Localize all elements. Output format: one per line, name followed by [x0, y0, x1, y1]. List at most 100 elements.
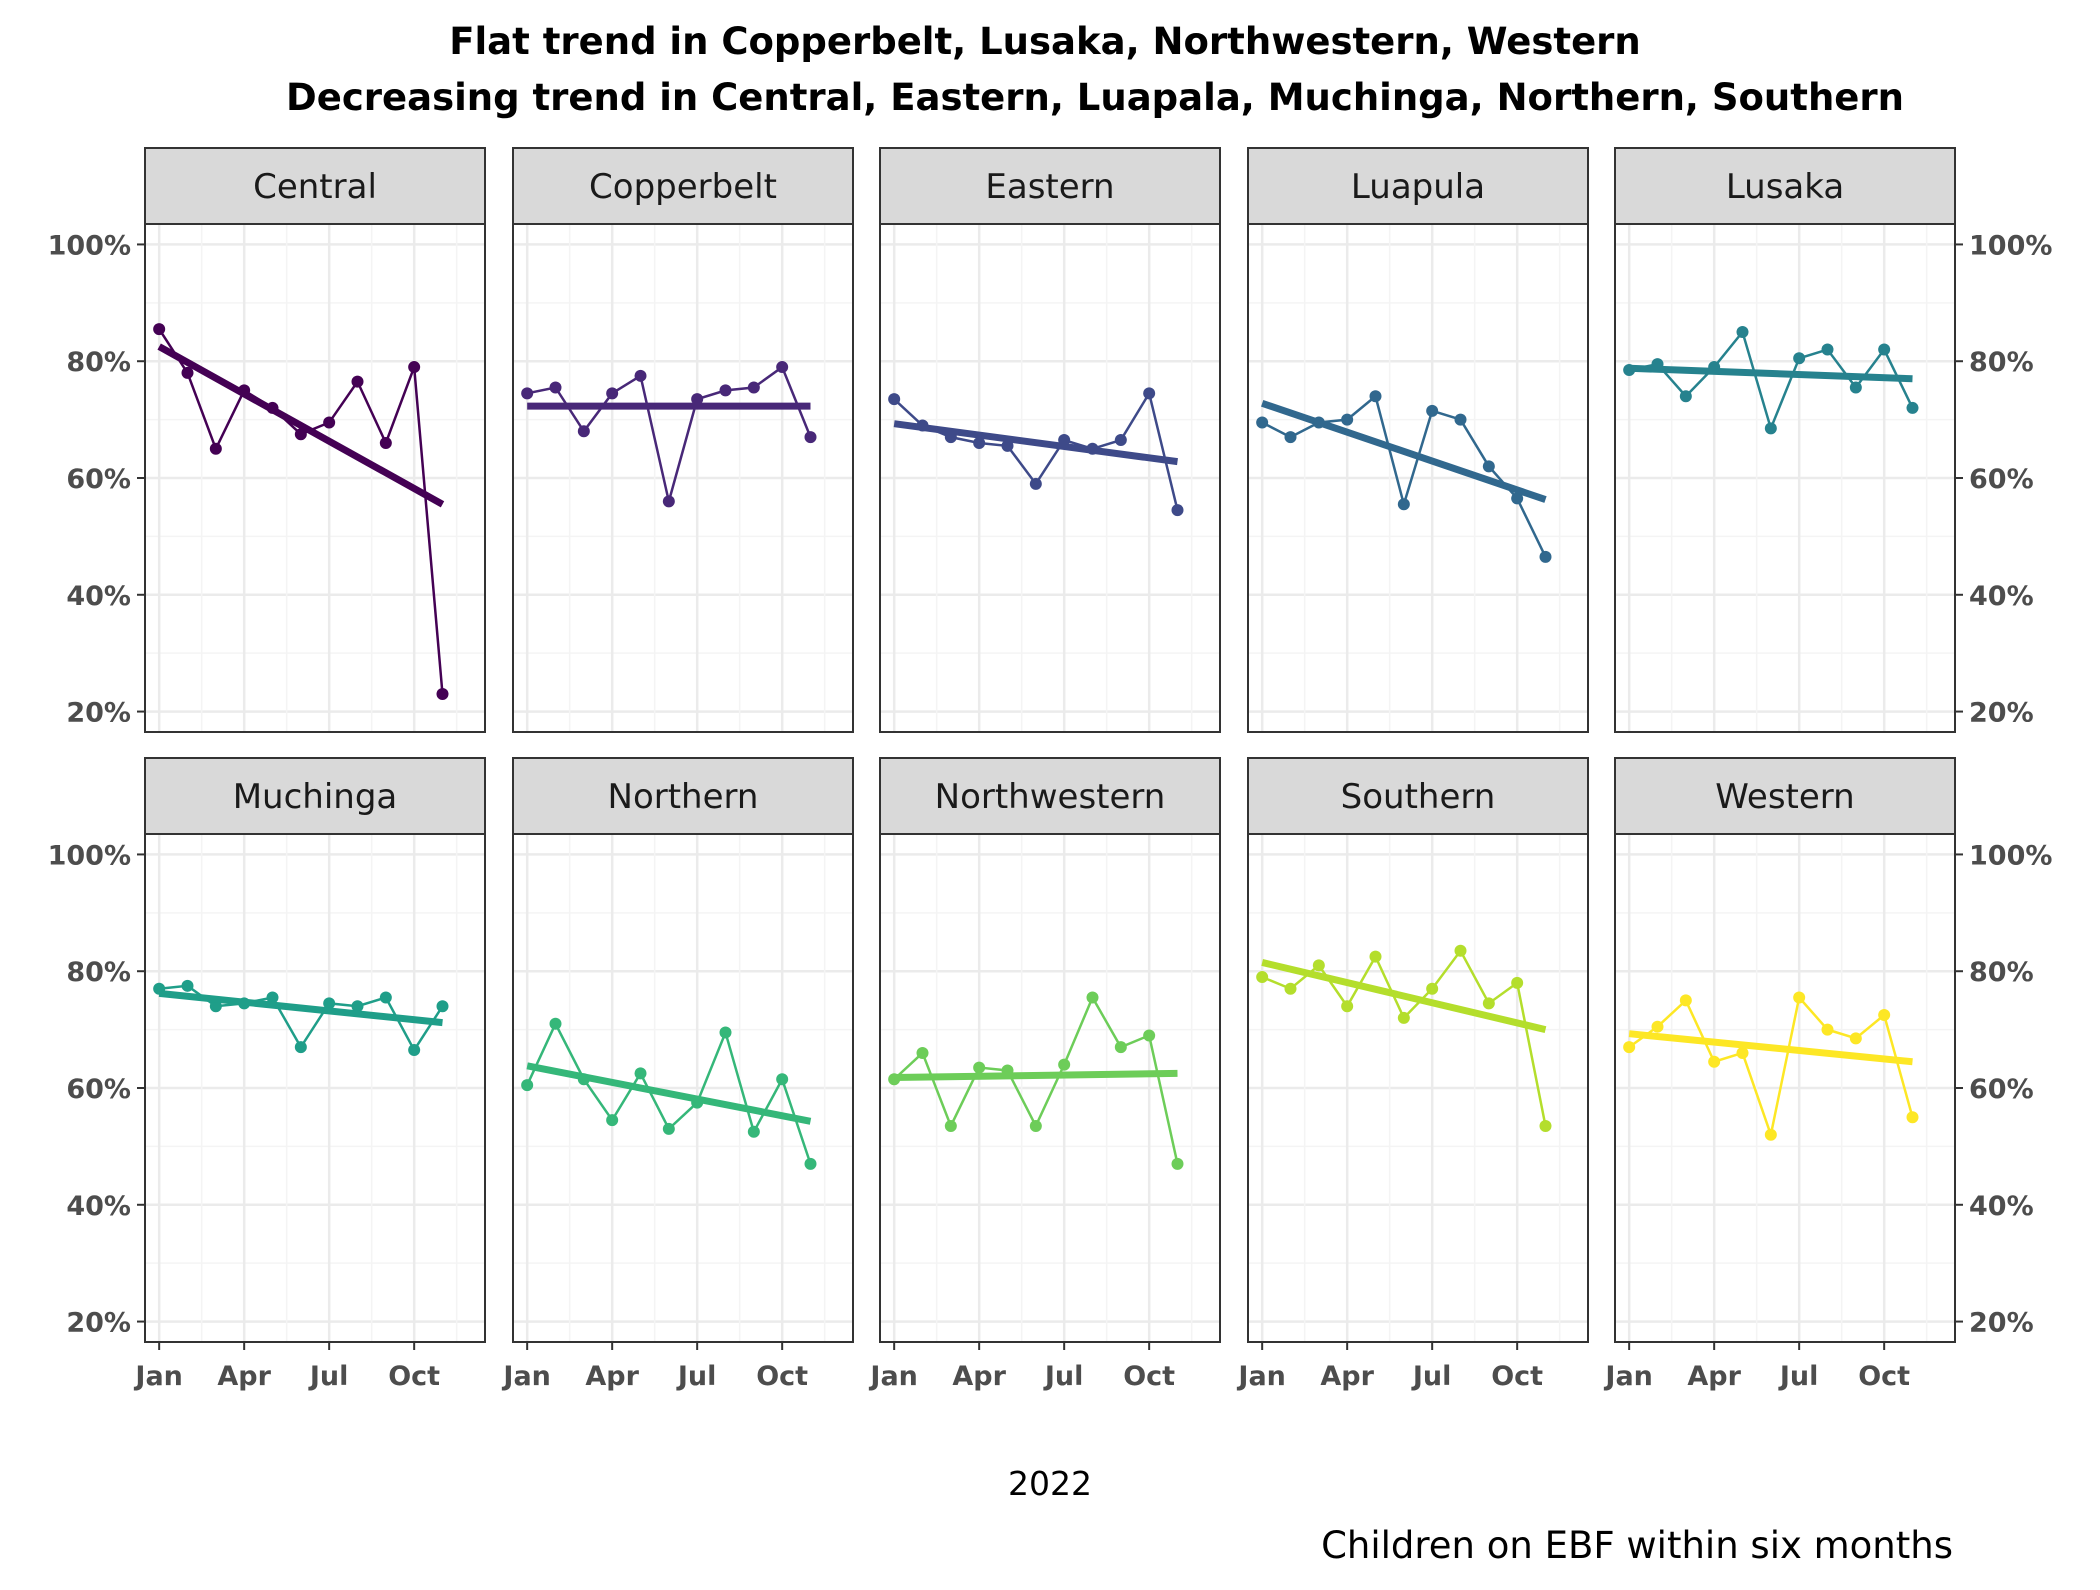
- data-point: [747, 1125, 760, 1138]
- data-point: [1029, 477, 1042, 490]
- data-point: [1651, 1020, 1664, 1033]
- facet-panel-eastern: Eastern: [879, 147, 1221, 733]
- facet-panel-northwestern: Northwestern Jan Apr Jul Oct: [868, 757, 1221, 1392]
- data-point: [436, 688, 449, 701]
- data-point: [719, 384, 732, 397]
- facet-panel-luapula: Luapula: [1247, 147, 1589, 733]
- y-tick-label: 60%: [66, 464, 131, 495]
- facet-strip-label: Eastern: [985, 167, 1114, 207]
- data-point: [1906, 401, 1919, 414]
- trend-line: [893, 420, 1178, 466]
- panel-border: [512, 223, 854, 733]
- data-point: [1454, 413, 1467, 426]
- facet-strip: [144, 757, 486, 835]
- y-tick-label: 60%: [1969, 1074, 2034, 1105]
- data-point: [662, 495, 675, 508]
- x-tick-label: Jan: [1236, 1361, 1286, 1392]
- data-point: [1821, 1023, 1834, 1036]
- data-point: [1511, 976, 1524, 989]
- facet-strip: [879, 147, 1221, 225]
- facet-strip-label: Southern: [1341, 777, 1496, 817]
- data-point: [1341, 413, 1354, 426]
- data-point: [1539, 550, 1552, 563]
- data-point: [606, 1114, 619, 1127]
- data-point: [1906, 1111, 1919, 1124]
- data-point: [294, 428, 307, 441]
- facet-strip: [1247, 147, 1589, 225]
- data-point: [1878, 1009, 1891, 1022]
- data-point: [1001, 439, 1014, 452]
- data-point: [1736, 326, 1749, 339]
- data-point: [1764, 422, 1777, 435]
- x-tick-label: Jan: [868, 1361, 918, 1392]
- trend-line: [1628, 1030, 1913, 1066]
- y-tick-label: 40%: [66, 581, 131, 612]
- chart-title-line-2: Decreasing trend in Central, Eastern, Lu…: [286, 76, 1904, 119]
- data-point: [1143, 1029, 1156, 1042]
- data-point: [1397, 1011, 1410, 1024]
- data-point: [634, 1067, 647, 1080]
- data-point: [1114, 1041, 1127, 1054]
- data-point: [804, 1157, 817, 1170]
- y-tick-label: 20%: [66, 1308, 131, 1339]
- y-tick-label: 40%: [1969, 1191, 2034, 1222]
- panel-border: [879, 833, 1221, 1343]
- x-tick-label: Jul: [308, 1361, 349, 1392]
- facet-panel-northern: Northern Jan Apr Jul Oct: [501, 757, 854, 1392]
- data-point: [606, 387, 619, 400]
- data-point: [973, 436, 986, 449]
- x-tick-label: Apr: [1687, 1361, 1741, 1392]
- x-tick-label: Jul: [1411, 1361, 1452, 1392]
- trend-line: [1629, 364, 1913, 383]
- facet-strip-label: Northwestern: [935, 777, 1166, 817]
- data-point: [1171, 504, 1184, 517]
- data-point: [549, 381, 562, 394]
- facet-panel-central: Central 20% 40% 60% 80% 100%: [48, 147, 486, 733]
- trend-line: [1261, 399, 1547, 503]
- facet-strip-label: Lusaka: [1726, 167, 1844, 207]
- data-point: [351, 1000, 364, 1013]
- facet-strip-label: Northern: [608, 777, 759, 817]
- data-point: [181, 366, 194, 379]
- x-tick-label: Jan: [1603, 1361, 1653, 1392]
- x-tick-label: Oct: [1858, 1361, 1910, 1392]
- x-tick-label: Oct: [1491, 1361, 1543, 1392]
- data-point: [1397, 498, 1410, 511]
- data-point: [408, 1044, 421, 1057]
- panel-border: [1247, 833, 1589, 1343]
- x-tick-label: Jan: [133, 1361, 183, 1392]
- data-point: [662, 1122, 675, 1135]
- data-point: [1539, 1119, 1552, 1132]
- data-point: [691, 393, 704, 406]
- trend-line: [1261, 959, 1547, 1034]
- data-point: [181, 979, 194, 992]
- data-point: [1341, 1000, 1354, 1013]
- y-tick-label: 80%: [1969, 347, 2034, 378]
- facet-panels: Central 20% 40% 60% 80% 100% Copperbelt Eastern…: [48, 147, 2052, 1392]
- panel-border: [512, 833, 854, 1343]
- data-point: [521, 1079, 534, 1092]
- data-point: [916, 1046, 929, 1059]
- facet-strip: [879, 757, 1221, 835]
- facet-strip: [512, 147, 854, 225]
- data-point: [379, 991, 392, 1004]
- trend-line: [526, 1062, 812, 1125]
- y-tick-label: 80%: [1969, 957, 2034, 988]
- facet-strip: [144, 147, 486, 225]
- chart-title-line-1: Flat trend in Copperbelt, Lusaka, Northw…: [449, 20, 1641, 63]
- data-point: [351, 375, 364, 388]
- chart-caption: Children on EBF within six months: [1321, 1524, 1953, 1567]
- data-point: [323, 416, 336, 429]
- panel-border: [879, 223, 1221, 733]
- panel-border: [1247, 223, 1589, 733]
- data-point: [209, 442, 222, 455]
- x-tick-label: Jul: [676, 1361, 717, 1392]
- data-point: [408, 361, 421, 374]
- data-point: [1736, 1046, 1749, 1059]
- y-tick-label: 20%: [66, 698, 131, 729]
- facet-strip-label: Western: [1715, 777, 1854, 817]
- data-point: [1793, 352, 1806, 365]
- x-tick-label: Oct: [388, 1361, 440, 1392]
- y-tick-label: 80%: [66, 957, 131, 988]
- y-tick-label: 80%: [66, 347, 131, 378]
